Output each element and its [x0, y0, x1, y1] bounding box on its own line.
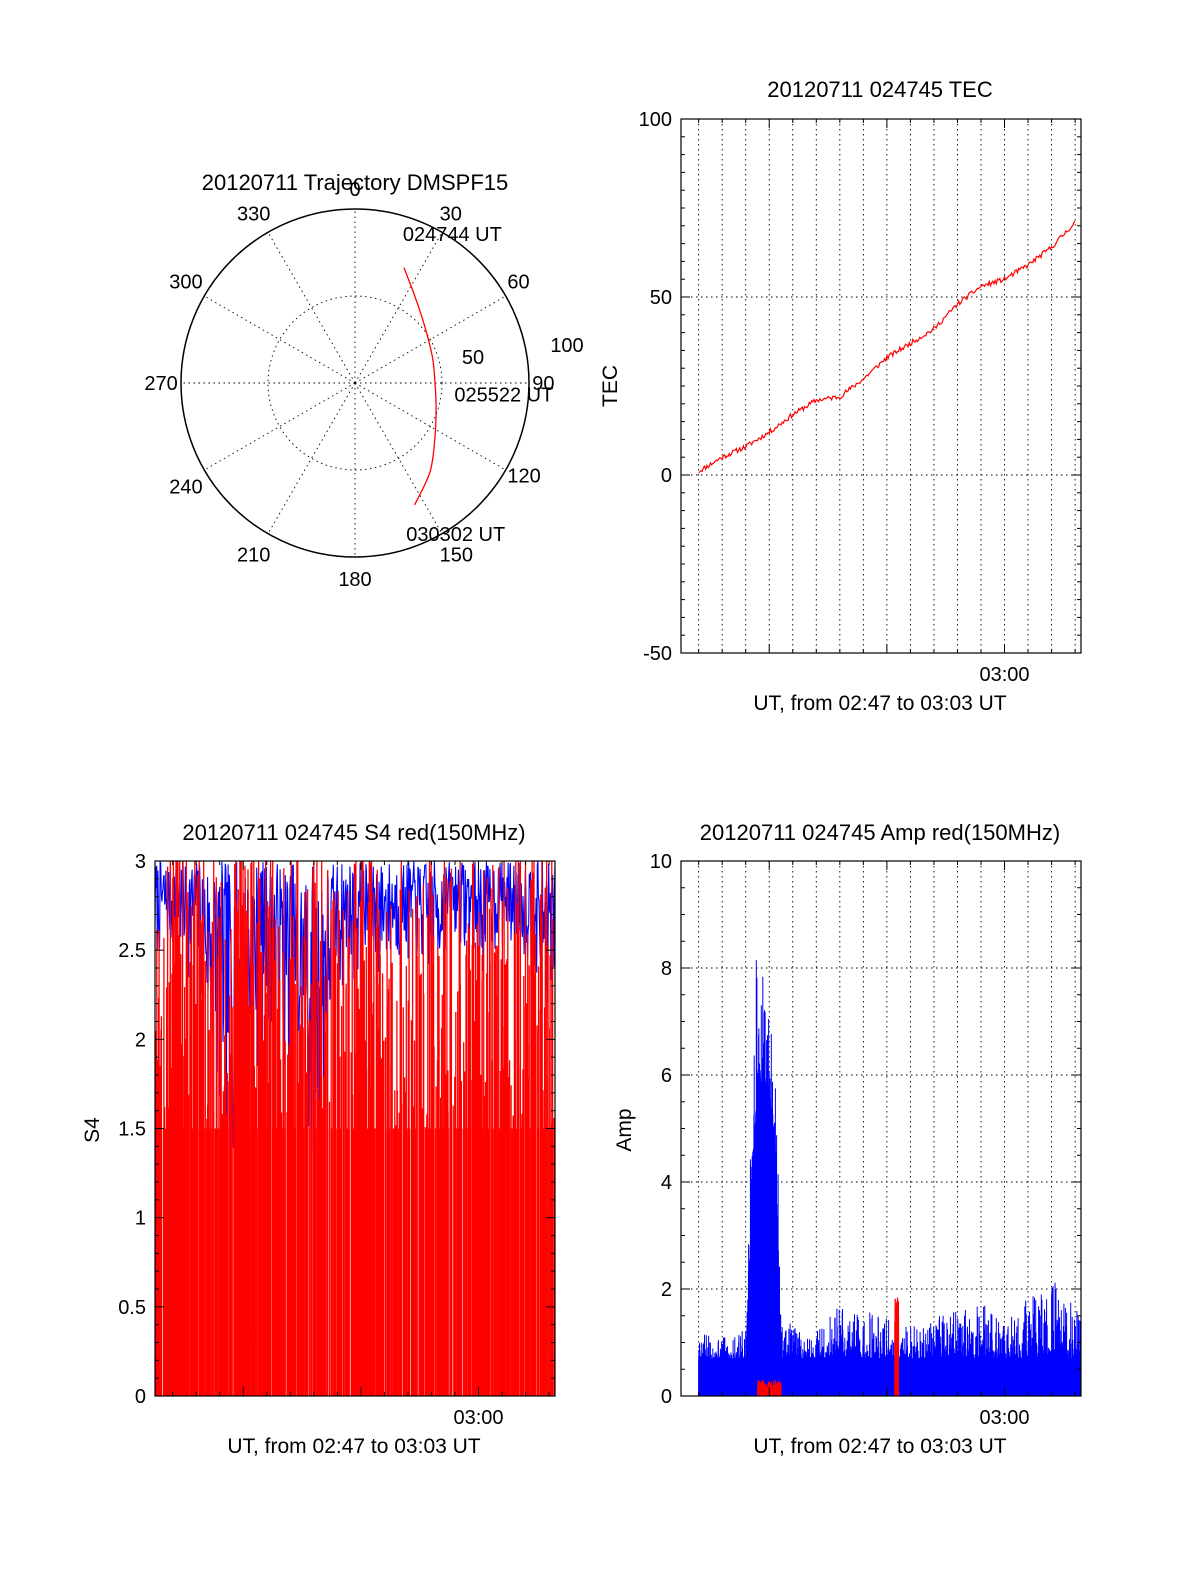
azimuth-label-180: 180 — [338, 569, 371, 591]
amp-grid — [681, 861, 1081, 1396]
polar-spoke-330 — [267, 232, 356, 384]
polar-ring-50 — [267, 295, 443, 471]
polar-spoke-240 — [204, 382, 356, 471]
radial-label-50: 50 — [462, 347, 484, 369]
trajectory-line — [403, 267, 437, 506]
amp-ytick-label: 4 — [661, 1172, 672, 1194]
s4-ytick-label: 1.5 — [118, 1119, 146, 1141]
tec-xlabel: UT, from 02:47 to 03:03 UT — [753, 692, 1006, 715]
amp-ylabel: Amp — [613, 1108, 636, 1151]
s4-red-fill — [155, 1128, 552, 1396]
trajectory-polar-plot: 20120711 Trajectory DMSPF15 0 30 60 90 120 15… — [144, 170, 583, 591]
polar-radial-labels: 50 100 — [462, 335, 584, 369]
trajectory-annotation-2: 030302 UT — [406, 524, 505, 546]
s4-ytick-label: 2.5 — [118, 940, 146, 962]
s4-ytick-label: 3 — [135, 851, 146, 873]
azimuth-label-330: 330 — [237, 204, 270, 226]
amp-body: 0 2 4 6 8 10 03:00 — [650, 851, 1082, 1429]
s4-xlabel: UT, from 02:47 to 03:03 UT — [227, 1435, 480, 1458]
amp-red-segment-0 — [757, 1380, 782, 1396]
tec-ytick-label: 50 — [650, 287, 672, 309]
polar-grid — [180, 208, 530, 558]
s4-body: 0 0.5 1 1.5 2 2.5 3 03:00 — [118, 851, 556, 1429]
tec-ylabel: TEC — [599, 365, 622, 407]
amp-xtick-label: 03:00 — [979, 1407, 1029, 1429]
amp-ytick-label: 8 — [661, 958, 672, 980]
azimuth-label-240: 240 — [169, 477, 202, 499]
trajectory-annotations: 024744 UT 025522 UT 030302 UT — [403, 224, 553, 546]
azimuth-label-300: 300 — [169, 271, 202, 293]
azimuth-label-0: 0 — [349, 179, 360, 201]
polar-spoke-150 — [354, 382, 443, 534]
amp-plot: 20120711 024745 Amp red(150MHz) 02468100… — [613, 820, 1082, 1458]
s4-ytick-label: 0.5 — [118, 1297, 146, 1319]
azimuth-label-270: 270 — [144, 373, 177, 395]
tec-tick-labels: -50 0 50 100 03:00 — [639, 109, 1030, 686]
amp-ytick-label: 6 — [661, 1065, 672, 1087]
polar-spoke-300 — [204, 295, 356, 384]
amp-frame — [680, 860, 1082, 1397]
amp-ytick-label: 10 — [650, 851, 672, 873]
azimuth-label-30: 30 — [440, 204, 462, 226]
polar-outer-ring — [180, 208, 530, 558]
amp-title: 20120711 024745 Amp red(150MHz) — [700, 820, 1060, 845]
amp-xlabel: UT, from 02:47 to 03:03 UT — [753, 1435, 1006, 1458]
s4-plot: 20120711 024745 S4 red(150MHz) 0 0.5 1 1.5 2… — [81, 820, 556, 1458]
tec-frame — [680, 118, 1082, 654]
s4-ytick-label: 1 — [135, 1208, 146, 1230]
azimuth-label-60: 60 — [507, 271, 529, 293]
trajectory-annotation-1: 025522 UT — [454, 385, 553, 407]
tec-data — [698, 220, 1076, 474]
amp-ytick-label: 2 — [661, 1279, 672, 1301]
s4-tick-labels: 0 0.5 1 1.5 2 2.5 3 03:00 — [118, 851, 503, 1429]
azimuth-label-150: 150 — [440, 544, 473, 566]
tec-ytick-label: 100 — [639, 109, 672, 131]
amp-blue-series — [698, 960, 1081, 1396]
amp-data — [698, 960, 1081, 1396]
tec-series-line — [698, 220, 1076, 474]
amp-tick-labels: 0 2 4 6 8 10 03:00 — [650, 851, 1030, 1429]
tec-xtick-label: 03:00 — [979, 664, 1029, 686]
polar-spoke-210 — [267, 382, 356, 534]
amp-ytick-label: 0 — [661, 1386, 672, 1408]
azimuth-label-90: 90 — [532, 373, 554, 395]
polar-spoke-120 — [354, 382, 506, 471]
polar-spoke-30 — [354, 232, 443, 384]
polar-spoke-60 — [354, 295, 506, 384]
polar-azimuth-labels: 0 30 60 90 120 150 180 210 240 270 300 330 — [144, 179, 554, 591]
amp-red-segment-1 — [894, 1297, 900, 1396]
tec-title: 20120711 024745 TEC — [767, 77, 993, 102]
tec-plot: 20120711 024745 TEC -50 0 50 100 03:00 TEC U… — [599, 77, 1082, 715]
trajectory-annotation-0: 024744 UT — [403, 224, 502, 246]
s4-xtick-label: 03:00 — [453, 1407, 503, 1429]
amp-ticks — [681, 860, 1081, 1397]
s4-ticks — [155, 860, 555, 1397]
trajectory-title: 20120711 Trajectory DMSPF15 — [202, 170, 509, 195]
trajectory-track — [403, 267, 437, 506]
tec-ytick-label: 0 — [661, 465, 672, 487]
s4-title: 20120711 024745 S4 red(150MHz) — [182, 820, 525, 845]
azimuth-label-120: 120 — [507, 466, 540, 488]
tec-body: -50 0 50 100 03:00 — [639, 109, 1082, 686]
tec-grid — [681, 119, 1081, 653]
s4-ytick-label: 0 — [135, 1386, 146, 1408]
radial-label-100: 100 — [550, 335, 583, 357]
tec-ticks — [681, 118, 1081, 654]
s4-ytick-label: 2 — [135, 1029, 146, 1051]
s4-data — [155, 861, 555, 1396]
azimuth-label-210: 210 — [237, 544, 270, 566]
s4-ylabel: S4 — [81, 1117, 104, 1143]
tec-ytick-label: -50 — [643, 643, 672, 665]
